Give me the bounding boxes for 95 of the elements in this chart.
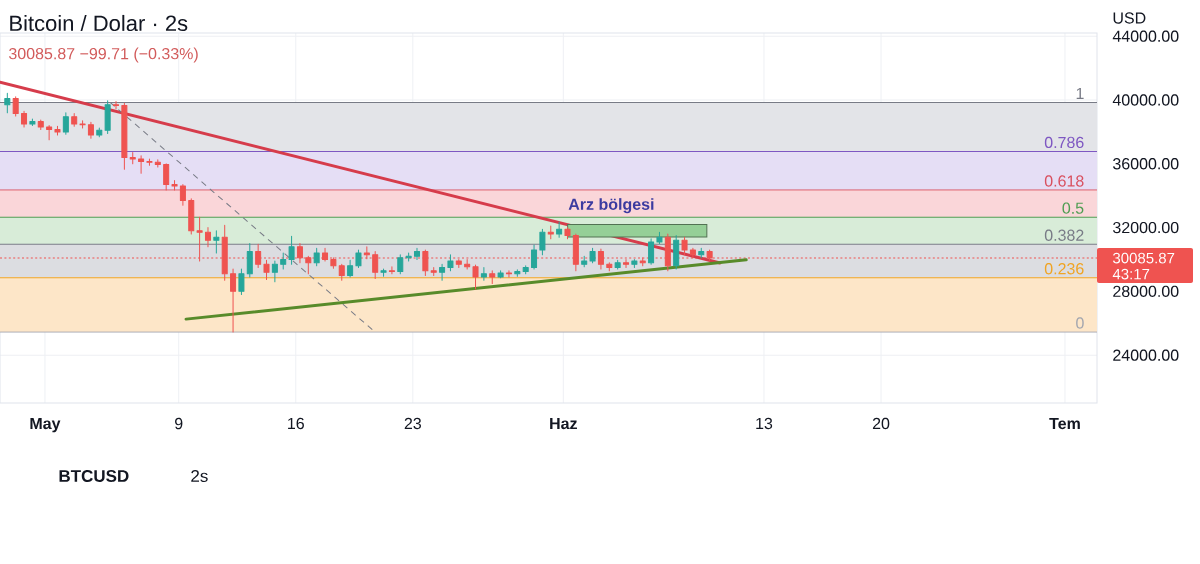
candlestick bbox=[514, 269, 521, 277]
candlestick bbox=[631, 258, 638, 268]
candlestick bbox=[12, 96, 19, 117]
candlestick bbox=[238, 268, 245, 296]
candlestick bbox=[121, 102, 128, 170]
candlestick bbox=[171, 180, 178, 191]
candlestick bbox=[614, 259, 621, 270]
candlestick bbox=[4, 92, 11, 114]
candlestick bbox=[96, 127, 103, 138]
candlestick bbox=[547, 225, 554, 240]
annotation: Arz bölgesi bbox=[568, 198, 654, 214]
y-tick-label: 36000.00 bbox=[1113, 158, 1179, 170]
candlestick bbox=[564, 227, 571, 240]
text: 30085.87 −99.71 (−0.33%) bbox=[9, 47, 198, 63]
candlestick bbox=[179, 184, 186, 206]
x-tick-label: 16 bbox=[288, 417, 304, 430]
candlestick bbox=[673, 235, 680, 270]
candlestick bbox=[230, 268, 237, 333]
candlestick bbox=[606, 262, 613, 272]
candlestick bbox=[656, 231, 663, 245]
x-tick-label: May bbox=[30, 417, 61, 433]
x-tick-label: 9 bbox=[175, 417, 183, 430]
candlestick bbox=[355, 249, 362, 268]
candlestick bbox=[505, 270, 512, 278]
candlestick bbox=[204, 227, 211, 248]
candlestick bbox=[497, 270, 504, 279]
candlestick bbox=[37, 119, 44, 130]
annotation: 1 bbox=[1076, 87, 1084, 99]
x-tick-label: 23 bbox=[404, 417, 421, 430]
annotation: 0 bbox=[1076, 317, 1084, 329]
candlestick bbox=[154, 159, 161, 168]
text: BTCUSD bbox=[59, 470, 129, 483]
candlestick bbox=[439, 263, 446, 281]
candlestick bbox=[263, 259, 270, 280]
candlestick bbox=[188, 198, 195, 235]
candlestick bbox=[87, 121, 94, 139]
candlestick bbox=[288, 235, 295, 265]
candlestick bbox=[380, 268, 387, 277]
text: 43:17 bbox=[1112, 268, 1150, 280]
candlestick bbox=[213, 230, 220, 254]
candlestick bbox=[698, 247, 705, 259]
candlestick bbox=[21, 110, 28, 128]
x-tick-label: Tem bbox=[1049, 417, 1080, 430]
candlestick bbox=[313, 247, 320, 267]
candlestick bbox=[447, 254, 454, 272]
x-tick-label: 13 bbox=[756, 417, 773, 430]
annotation: 0.382 bbox=[1044, 229, 1084, 241]
x-tick-label: Haz bbox=[550, 417, 577, 430]
y-tick-label: 32000.00 bbox=[1113, 221, 1179, 234]
candlestick bbox=[246, 243, 253, 278]
candlestick bbox=[79, 120, 86, 129]
candlestick bbox=[129, 152, 136, 165]
ref-line-label: 30085.87 bbox=[1112, 252, 1175, 264]
annotation: 0.618 bbox=[1044, 175, 1084, 187]
candlestick bbox=[589, 247, 596, 264]
candlestick bbox=[163, 163, 170, 191]
candlestick bbox=[430, 266, 437, 276]
candlestick bbox=[472, 264, 479, 290]
candlestick bbox=[29, 118, 36, 127]
y-tick-label: 28000.00 bbox=[1113, 285, 1179, 298]
candlestick bbox=[539, 228, 546, 256]
candlestick bbox=[104, 100, 111, 134]
candlestick bbox=[71, 113, 78, 127]
candlestick bbox=[271, 260, 278, 283]
text: 2s bbox=[191, 470, 208, 483]
candlestick bbox=[556, 221, 563, 238]
x-tick-label: 20 bbox=[872, 417, 890, 430]
candlestick bbox=[54, 125, 61, 136]
candlestick bbox=[581, 255, 588, 268]
candlestick bbox=[405, 252, 412, 262]
candlestick bbox=[347, 259, 354, 278]
candlestick bbox=[146, 158, 153, 166]
candlestick bbox=[397, 254, 404, 275]
annotation: 0.236 bbox=[1044, 263, 1084, 275]
candlestick bbox=[280, 252, 287, 270]
candlestick bbox=[338, 263, 345, 281]
candlestick bbox=[480, 266, 487, 281]
candlestick bbox=[522, 265, 529, 275]
y-tick-label: 24000.00 bbox=[1113, 349, 1179, 361]
annotation: 0.786 bbox=[1044, 136, 1084, 149]
candlestick bbox=[388, 266, 395, 275]
annotation: 0.5 bbox=[1062, 202, 1084, 214]
y-tick-label: 40000.00 bbox=[1112, 94, 1179, 106]
candlestick bbox=[681, 236, 688, 256]
candlestick bbox=[62, 112, 69, 135]
candlestick bbox=[648, 238, 655, 265]
candlestick bbox=[138, 155, 145, 174]
candlestick bbox=[489, 270, 496, 284]
candlestick bbox=[46, 125, 53, 141]
candlestick bbox=[531, 244, 538, 270]
y-tick-label: 44000.00 bbox=[1112, 30, 1179, 42]
chart-title: Bitcoin / Dolar · 2s bbox=[10, 14, 188, 32]
candlestick bbox=[413, 247, 421, 260]
y-axis-title: USD bbox=[1113, 12, 1146, 24]
candlestick bbox=[113, 101, 120, 110]
